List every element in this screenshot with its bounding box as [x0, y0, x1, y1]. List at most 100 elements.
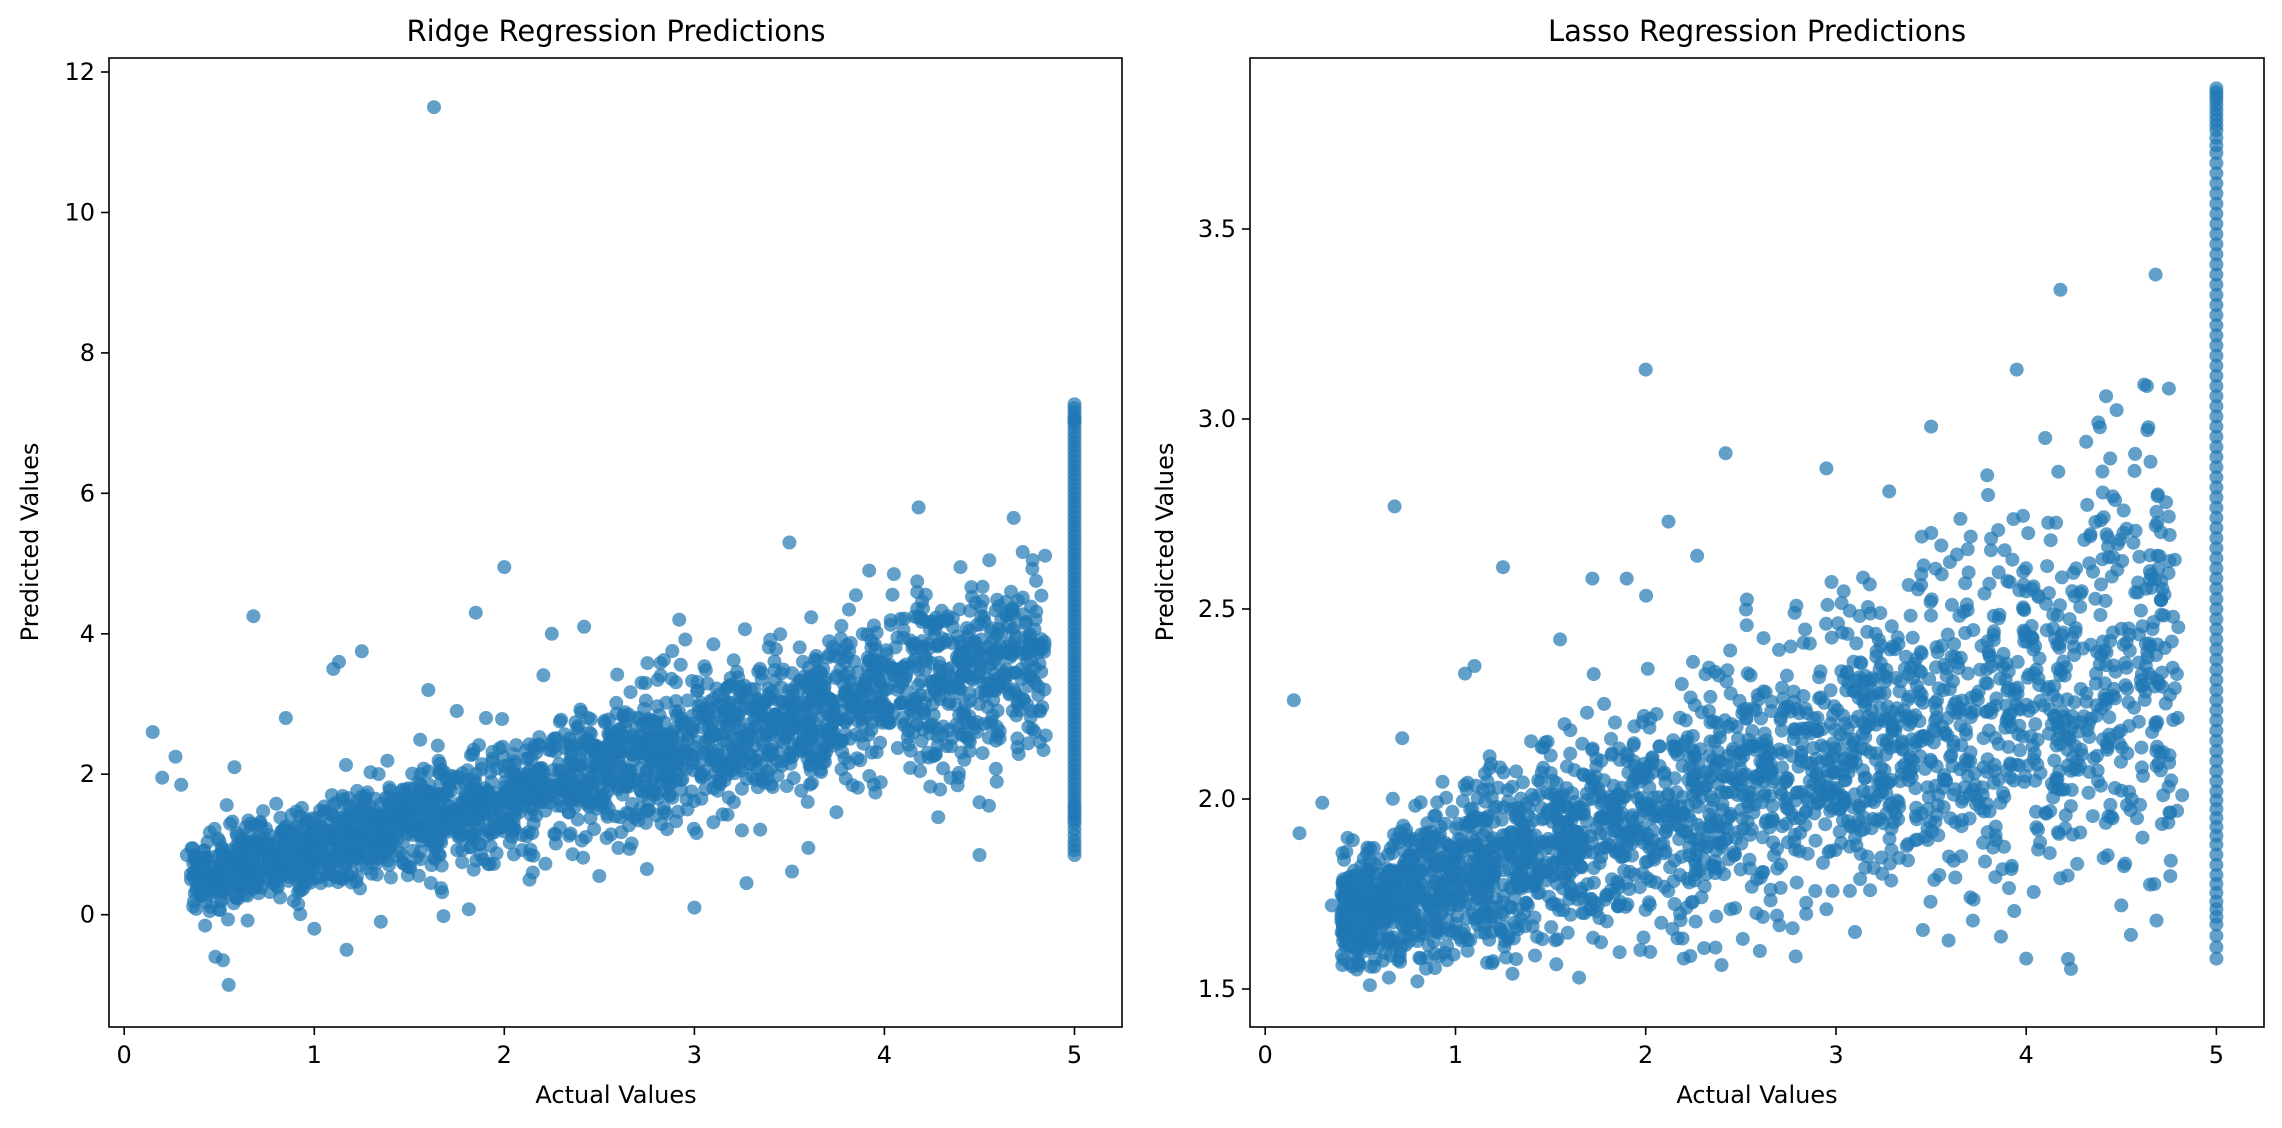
lasso-cloud-point — [2108, 493, 2123, 508]
ridge-cloud-point — [668, 694, 683, 709]
ridge-cloud-point — [567, 799, 582, 814]
lasso-cloud-point — [1787, 722, 1802, 737]
ridge-cloud-point — [975, 746, 990, 761]
ridge-cloud-point — [699, 733, 714, 748]
lasso-cloud-point — [2163, 853, 2178, 868]
lasso-cloud-point — [1934, 538, 1949, 553]
lasso-cloud-point — [2126, 535, 2141, 550]
lasso-cloud-point — [1929, 808, 1944, 823]
lasso-cloud-point — [1493, 922, 1507, 937]
ridge-cloud-point — [989, 681, 1004, 695]
ridge-cloud-point — [601, 712, 616, 727]
ridge-cloud-point — [409, 850, 424, 865]
lasso-cloud-point — [1482, 749, 1497, 764]
ridge-cloud-point — [422, 777, 437, 792]
lasso-cloud-point — [1866, 861, 1881, 875]
lasso-chart-title: Lasso Regression Predictions — [1548, 14, 1966, 48]
ridge-data-point — [307, 921, 322, 936]
lasso-cloud-point — [2163, 869, 2178, 884]
lasso-cloud-point — [1799, 906, 1814, 921]
ridge-cloud-point — [923, 779, 938, 794]
lasso-cloud-point — [1524, 734, 1539, 749]
ridge-cloud-point — [660, 822, 674, 837]
ridge-cloud-point — [467, 827, 482, 842]
lasso-cloud-point — [1342, 869, 1357, 884]
lasso-cloud-point — [1778, 774, 1793, 789]
lasso-cloud-point — [2041, 586, 2056, 601]
lasso-cloud-point — [1873, 812, 1888, 826]
lasso-cloud-point — [2119, 660, 2134, 675]
ridge-cloud-point — [981, 649, 996, 664]
ridge-cloud-point — [864, 745, 879, 760]
ridge-x-tick-label: 2 — [497, 1041, 512, 1069]
ridge-cloud-point — [986, 693, 1001, 708]
lasso-cloud-point — [1870, 685, 1885, 700]
lasso-cloud-point — [1944, 597, 1959, 612]
lasso-cloud-point — [1820, 597, 1835, 612]
ridge-cloud-point — [914, 733, 929, 748]
ridge-cloud-point — [369, 813, 383, 828]
ridge-cloud-point — [1004, 584, 1018, 599]
lasso-cloud-point — [1435, 774, 1450, 789]
ridge-cloud-point — [614, 825, 629, 840]
lasso-cloud-point — [1978, 854, 1992, 869]
ridge-cloud-point — [867, 665, 882, 680]
lasso-cloud-point — [1745, 724, 1760, 738]
lasso-cloud-point — [2093, 608, 2108, 622]
ridge-cloud-point — [219, 798, 234, 813]
ridge-cloud-point — [837, 751, 852, 766]
lasso-cloud-point — [2047, 753, 2062, 768]
lasso-cloud-point — [2058, 821, 2073, 836]
ridge-data-point — [427, 100, 441, 115]
lasso-cloud-point — [2081, 785, 2096, 800]
lasso-cloud-point — [1819, 902, 1834, 917]
ridge-cloud-point — [951, 765, 966, 780]
lasso-cloud-point — [2130, 585, 2145, 600]
ridge-data-point — [672, 612, 687, 627]
ridge-cloud-point — [721, 790, 736, 805]
lasso-cloud-point — [1739, 618, 1754, 633]
ridge-cloud-point — [194, 889, 209, 904]
lasso-cloud-point — [1735, 931, 1750, 946]
lasso-cloud-point — [1698, 840, 1713, 855]
ridge-cloud-point — [918, 587, 933, 602]
lasso-cloud-point — [1832, 824, 1847, 839]
ridge-cloud-point — [492, 741, 507, 756]
ridge-cloud-point — [942, 723, 957, 737]
lasso-cloud-point — [1739, 711, 1754, 726]
ridge-cloud-point — [350, 794, 365, 809]
ridge-cloud-point — [344, 828, 359, 843]
ridge-cloud-point — [223, 816, 238, 831]
ridge-cloud-point — [903, 743, 918, 758]
lasso-cloud-point — [1818, 817, 1833, 832]
lasso-cloud-point — [1739, 602, 1753, 617]
ridge-data-point — [639, 862, 654, 876]
lasso-cloud-point — [2043, 533, 2058, 548]
ridge-cloud-point — [803, 681, 818, 696]
lasso-cloud-point — [1873, 606, 1888, 620]
lasso-cloud-point — [1574, 860, 1589, 875]
ridge-cloud-point — [994, 625, 1009, 640]
lasso-cloud-point — [1497, 939, 1512, 954]
lasso-cloud-point — [2120, 798, 2134, 812]
ridge-cloud-point — [241, 813, 256, 828]
lasso-cloud-point — [2165, 660, 2180, 675]
ridge-data-point — [278, 711, 293, 725]
lasso-cloud-point — [2103, 797, 2118, 812]
ridge-cloud-point — [574, 833, 589, 848]
ridge-cloud-point — [311, 846, 326, 861]
ridge-cloud-point — [376, 834, 390, 849]
lasso-cloud-point — [2150, 515, 2165, 530]
lasso-cloud-point — [1548, 933, 1563, 948]
lasso-cloud-point — [1636, 930, 1651, 945]
ridge-y-tick-label: 10 — [64, 199, 95, 227]
ridge-cloud-point — [767, 673, 782, 688]
ridge-capped-point — [1067, 397, 1082, 412]
ridge-cloud-point — [364, 866, 379, 881]
ridge-cloud-point — [914, 674, 929, 689]
lasso-cloud-point — [1819, 616, 1834, 631]
lasso-cloud-point — [1909, 800, 1924, 815]
lasso-cloud-point — [2100, 530, 2115, 545]
ridge-data-point — [174, 777, 189, 792]
ridge-y-tick-label: 6 — [80, 479, 95, 507]
